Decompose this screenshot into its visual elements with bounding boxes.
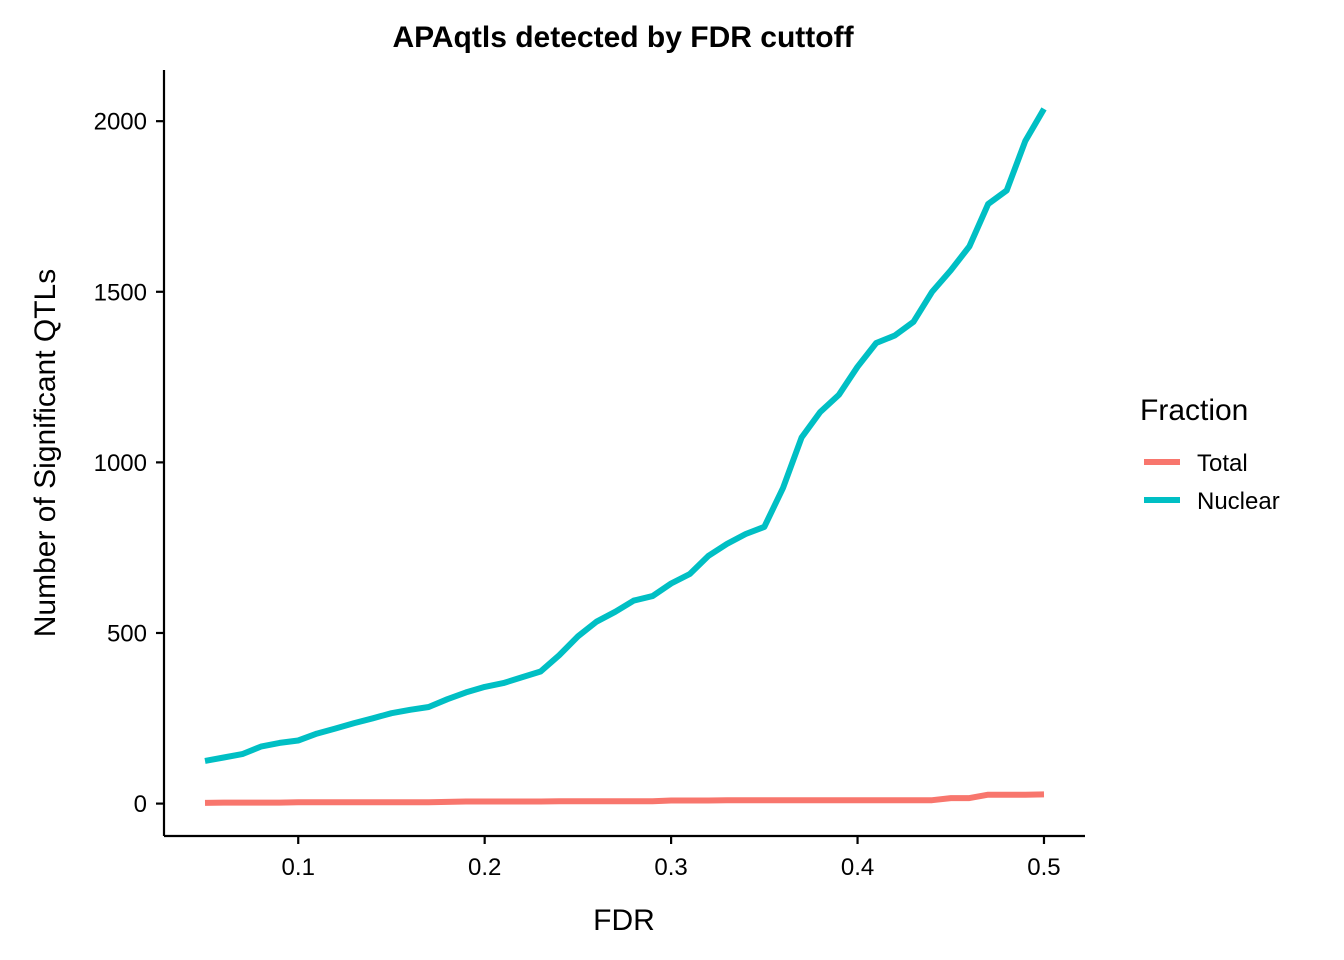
x-axis-ticks: 0.1 0.2 0.3 0.4 0.5 (282, 836, 1061, 881)
series-layer (204, 107, 1047, 806)
legend: Fraction Total Nuclear (1140, 394, 1280, 515)
y-axis-ticks: 0 500 1000 1500 2000 (94, 109, 164, 818)
x-tick-label: 0.4 (841, 854, 874, 881)
legend-items: Total Nuclear (1144, 450, 1280, 515)
y-tick-label: 1000 (94, 450, 147, 477)
x-tick-label: 0.5 (1027, 854, 1060, 881)
y-tick-label: 1500 (94, 279, 147, 306)
x-tick-label: 0.2 (468, 854, 501, 881)
legend-title: Fraction (1140, 394, 1248, 427)
x-tick-label: 0.1 (282, 854, 315, 881)
y-tick-label: 500 (107, 620, 147, 647)
x-axis-title: FDR (593, 904, 655, 937)
y-axis-title: Number of Significant QTLs (29, 269, 62, 637)
chart-title: APAqtls detected by FDR cuttoff (392, 21, 854, 54)
y-tick-label: 0 (134, 791, 147, 818)
series-line-total (204, 791, 1045, 806)
y-tick-label: 2000 (94, 109, 147, 136)
legend-label-nuclear: Nuclear (1197, 488, 1280, 515)
series-line-nuclear (204, 107, 1047, 764)
legend-label-total: Total (1197, 450, 1248, 477)
x-tick-label: 0.3 (654, 854, 687, 881)
plot-area: 0.1 0.2 0.3 0.4 0.5 0 500 1000 1500 2000 (94, 70, 1085, 881)
